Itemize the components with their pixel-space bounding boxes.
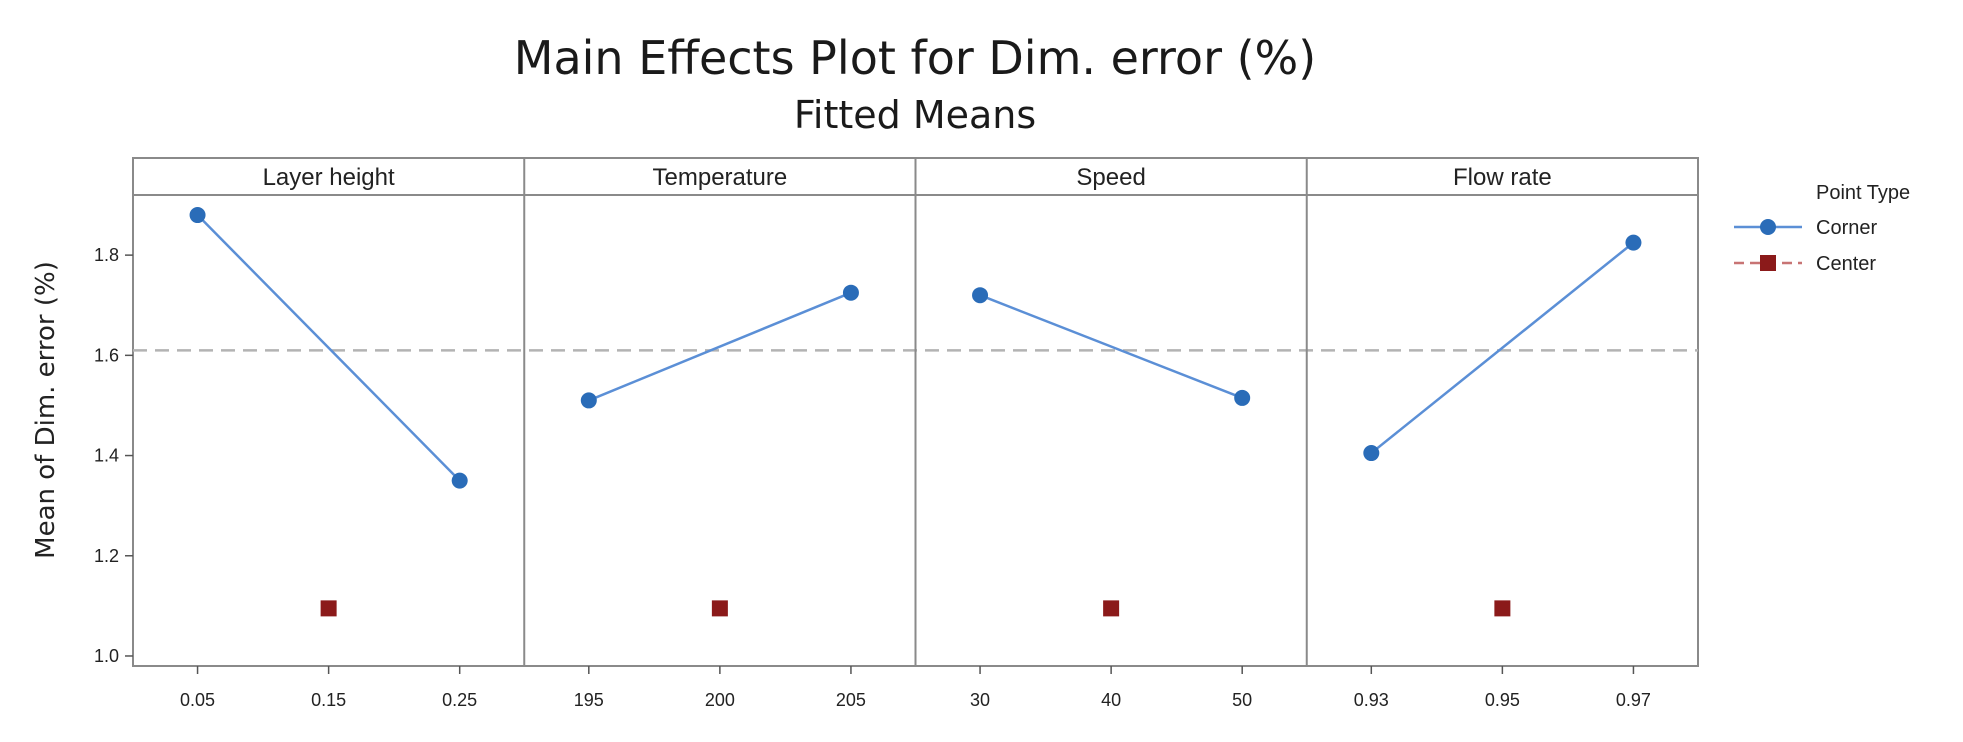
corner-point bbox=[1234, 389, 1251, 406]
legend-title: Point Type bbox=[1816, 182, 1910, 204]
legend-corner-marker bbox=[1760, 219, 1776, 235]
corner-point bbox=[451, 472, 468, 489]
plot-area: 1.0 1.2 1.4 1.6 1.8 Layer height 0.05 0.15 0.25 T… bbox=[94, 157, 1699, 710]
x-tick-label: 195 bbox=[574, 690, 604, 710]
chart-title: Main Effects Plot for Dim. error (%) bbox=[514, 31, 1316, 85]
center-point bbox=[1494, 600, 1511, 617]
x-tick-label: 200 bbox=[705, 690, 735, 710]
x-tick-label: 0.05 bbox=[180, 690, 215, 710]
x-tick-label: 50 bbox=[1232, 690, 1252, 710]
corner-point bbox=[1363, 445, 1380, 462]
corner-point bbox=[1625, 234, 1642, 251]
x-tick-label: 0.15 bbox=[311, 690, 346, 710]
legend-center-marker bbox=[1760, 255, 1776, 271]
x-tick-label: 40 bbox=[1101, 690, 1121, 710]
corner-series-line bbox=[196, 214, 461, 482]
legend-center-label: Center bbox=[1816, 253, 1876, 275]
legend: Point Type Corner Center bbox=[1734, 182, 1910, 275]
corner-series-line bbox=[1370, 241, 1635, 455]
x-tick-label: 30 bbox=[970, 690, 990, 710]
x-tick-label: 205 bbox=[836, 690, 866, 710]
corner-point bbox=[972, 287, 989, 304]
corner-point bbox=[580, 392, 597, 409]
center-point bbox=[711, 600, 728, 617]
corner-series-line bbox=[979, 294, 1243, 400]
y-tick-label: 1.4 bbox=[94, 446, 119, 466]
center-point bbox=[1103, 600, 1120, 617]
x-tick-label: 0.93 bbox=[1354, 690, 1389, 710]
facet-label: Speed bbox=[1076, 164, 1145, 191]
y-tick-label: 1.6 bbox=[94, 345, 119, 365]
y-tick-label: 1.2 bbox=[94, 546, 119, 566]
corner-point bbox=[189, 207, 206, 224]
legend-corner-label: Corner bbox=[1816, 217, 1877, 239]
x-tick-label: 0.97 bbox=[1616, 690, 1651, 710]
corner-series-line bbox=[588, 291, 852, 402]
x-tick-label: 0.25 bbox=[442, 690, 477, 710]
facet-label: Flow rate bbox=[1453, 164, 1552, 191]
y-tick-label: 1.8 bbox=[94, 245, 119, 265]
y-axis-label: Mean of Dim. error (%) bbox=[31, 261, 61, 559]
facet-label: Temperature bbox=[653, 164, 788, 191]
center-point bbox=[320, 600, 337, 617]
y-tick-label: 1.0 bbox=[94, 646, 119, 666]
facet-label: Layer height bbox=[263, 164, 395, 191]
x-tick-label: 0.95 bbox=[1485, 690, 1520, 710]
corner-point bbox=[842, 284, 859, 301]
chart-subtitle: Fitted Means bbox=[794, 93, 1036, 137]
